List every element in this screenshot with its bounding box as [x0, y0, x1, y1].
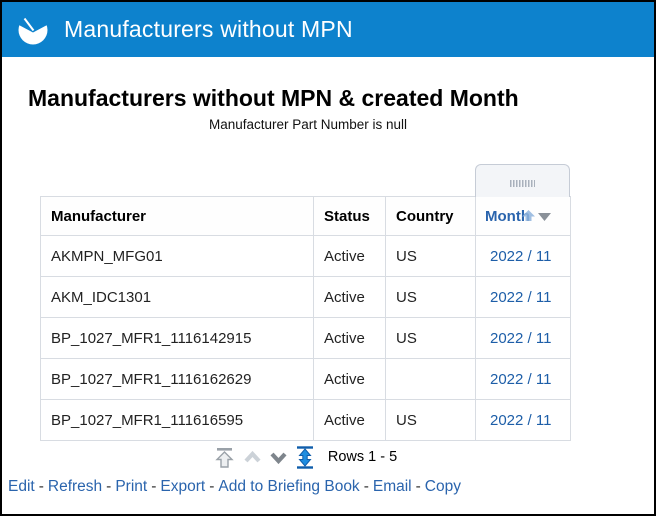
month-link[interactable]: 2022 / 11: [490, 411, 552, 429]
report-subtitle: Manufacturer Part Number is null: [208, 117, 408, 132]
table-header-row: Manufacturer Status Country Month: [40, 196, 571, 236]
app-title: Manufacturers without MPN: [64, 16, 353, 42]
print-link[interactable]: Print: [115, 478, 148, 495]
all-rows-button[interactable]: [295, 445, 315, 469]
report-toolbar: Edit - Refresh - Print - Export - Add to Briefin…: [8, 478, 461, 496]
table-row: AKM_IDC1301 Active US 2022 / 11: [40, 276, 571, 318]
next-rows-button[interactable]: [269, 451, 288, 464]
sort-ascending-icon[interactable]: [521, 209, 536, 222]
manufacturer-cell: BP_1027_MFR1_1116162629: [40, 358, 314, 400]
month-cell: 2022 / 11: [475, 399, 571, 441]
column-header-manufacturer[interactable]: Manufacturer: [40, 196, 314, 236]
refresh-link[interactable]: Refresh: [47, 478, 103, 495]
copy-link[interactable]: Copy: [424, 478, 461, 495]
month-column-drag-handle[interactable]: [475, 164, 570, 197]
month-cell: 2022 / 11: [475, 317, 571, 359]
rows-range-label: Rows 1 - 5: [327, 449, 398, 465]
status-cell: Active: [313, 317, 386, 359]
month-link[interactable]: 2022 / 11: [490, 370, 552, 388]
month-link[interactable]: 2022 / 11: [490, 247, 552, 265]
table-row: AKMPN_MFG01 Active US 2022 / 11: [40, 235, 571, 277]
separator: -: [415, 478, 421, 495]
status-cell: Active: [313, 358, 386, 400]
manufacturer-cell: AKM_IDC1301: [40, 276, 314, 318]
manufacturer-cell: BP_1027_MFR1_111616595: [40, 399, 314, 441]
previous-rows-button[interactable]: [243, 450, 262, 464]
email-link[interactable]: Email: [372, 478, 412, 495]
separator: -: [151, 478, 157, 495]
pagination: Rows 1 - 5: [40, 444, 570, 470]
results-region: Manufacturer Status Country Month AKMPN_…: [40, 164, 571, 470]
add-to-briefing-book-link[interactable]: Add to Briefing Book: [218, 478, 360, 495]
country-cell: US: [385, 235, 476, 277]
country-cell: US: [385, 317, 476, 359]
month-cell: 2022 / 11: [475, 276, 571, 318]
export-link[interactable]: Export: [160, 478, 206, 495]
month-cell: 2022 / 11: [475, 358, 571, 400]
separator: -: [363, 478, 369, 495]
column-header-country[interactable]: Country: [385, 196, 476, 236]
status-cell: Active: [313, 399, 386, 441]
table-row: BP_1027_MFR1_111616595 Active US 2022 / …: [40, 399, 571, 441]
column-grip-icon: [510, 179, 535, 187]
month-link[interactable]: 2022 / 11: [490, 329, 552, 347]
status-cell: Active: [313, 235, 386, 277]
gauge-logo-icon: [17, 13, 49, 44]
month-cell: 2022 / 11: [475, 235, 571, 277]
column-header-month[interactable]: Month: [475, 196, 571, 236]
table-row: BP_1027_MFR1_1116162629 Active 2022 / 11: [40, 358, 571, 400]
status-cell: Active: [313, 276, 386, 318]
separator: -: [38, 478, 44, 495]
country-cell: US: [385, 276, 476, 318]
separator: -: [209, 478, 215, 495]
report-title: Manufacturers without MPN & created Mont…: [28, 85, 519, 111]
country-cell: US: [385, 399, 476, 441]
results-table: Manufacturer Status Country Month AKMPN_…: [40, 196, 571, 441]
separator: -: [106, 478, 112, 495]
app-header: Manufacturers without MPN: [2, 2, 654, 57]
edit-link[interactable]: Edit: [8, 478, 35, 495]
month-link[interactable]: 2022 / 11: [490, 288, 552, 306]
month-header-label: Month: [485, 207, 530, 225]
first-rows-button[interactable]: [213, 446, 236, 469]
table-row: BP_1027_MFR1_1116142915 Active US 2022 /…: [40, 317, 571, 359]
manufacturer-cell: AKMPN_MFG01: [40, 235, 314, 277]
manufacturer-cell: BP_1027_MFR1_1116142915: [40, 317, 314, 359]
sort-descending-icon[interactable]: [537, 212, 552, 222]
column-header-status[interactable]: Status: [313, 196, 386, 236]
country-cell: [385, 358, 476, 400]
